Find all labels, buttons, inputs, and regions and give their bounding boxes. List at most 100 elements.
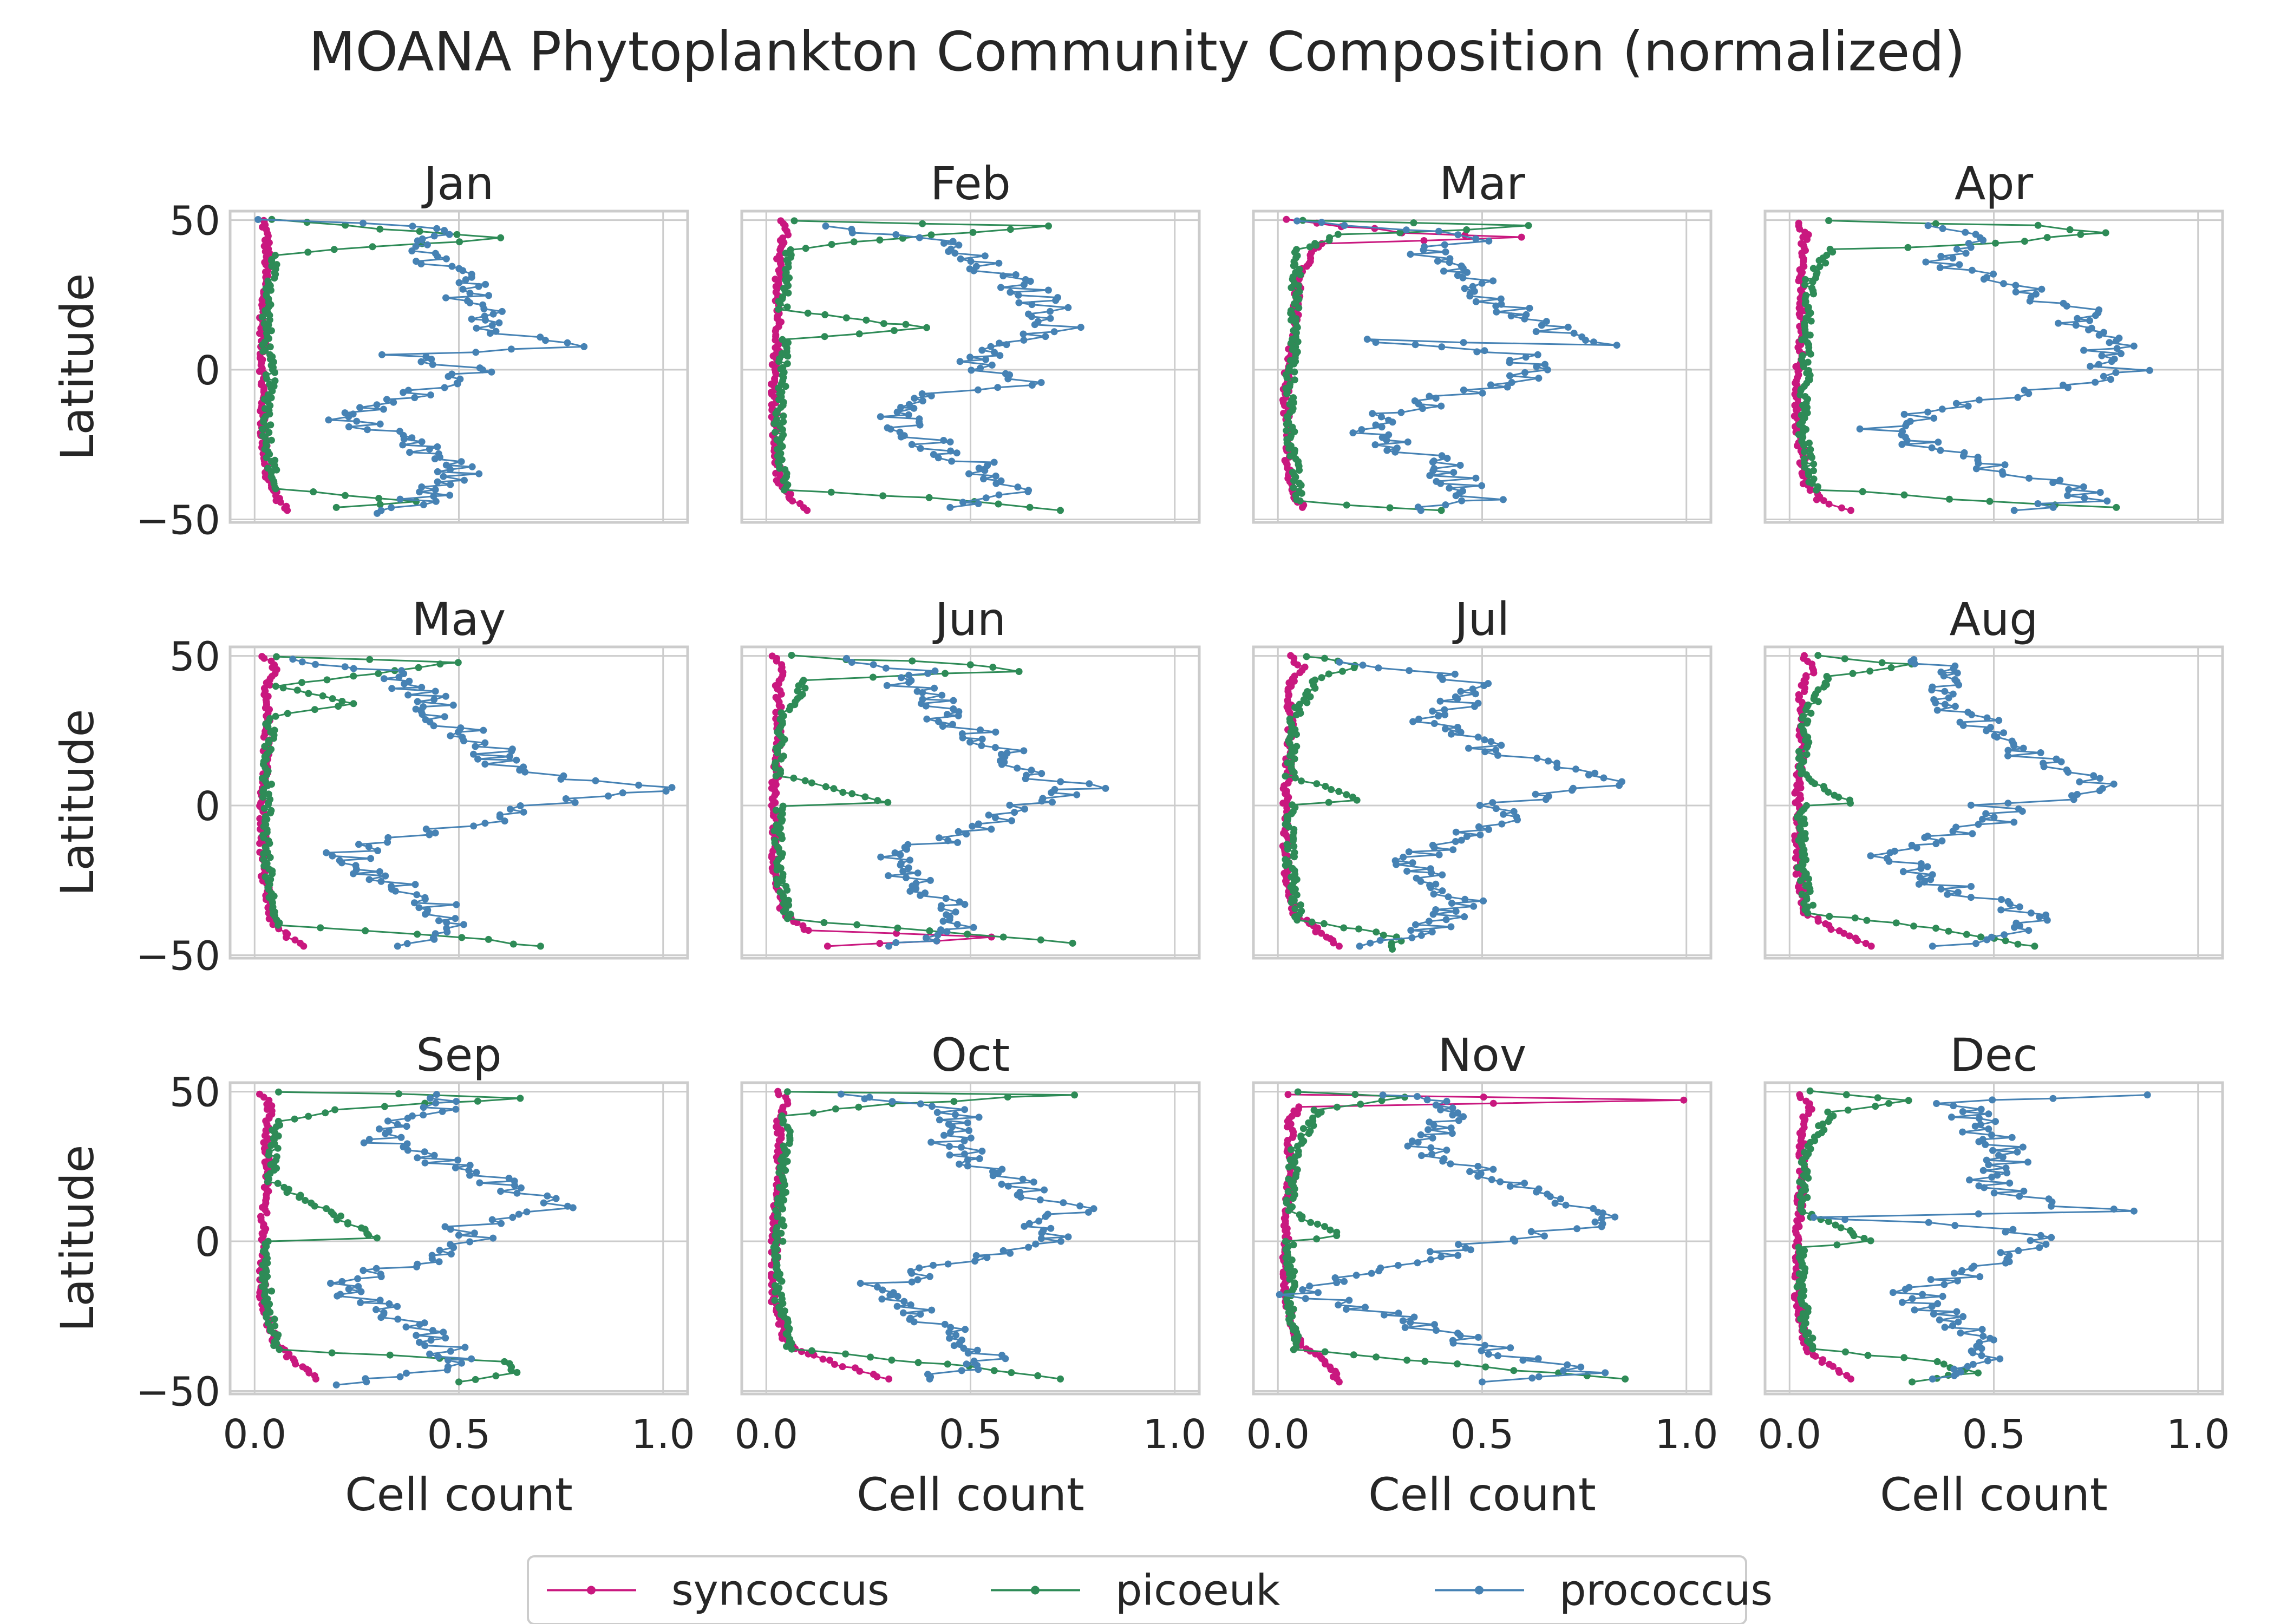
data-point bbox=[488, 1216, 496, 1223]
data-point bbox=[1298, 1215, 1305, 1222]
data-point bbox=[427, 1095, 434, 1102]
data-point bbox=[987, 343, 995, 350]
data-point bbox=[956, 898, 963, 906]
data-point bbox=[1972, 465, 1980, 473]
data-point bbox=[1407, 927, 1415, 934]
plot-area bbox=[1279, 652, 1625, 953]
data-point bbox=[1983, 714, 1991, 722]
data-point bbox=[1291, 755, 1298, 763]
data-point bbox=[1038, 1229, 1045, 1237]
data-point bbox=[771, 1296, 779, 1304]
data-point bbox=[882, 664, 890, 672]
data-point bbox=[1572, 765, 1579, 773]
data-point bbox=[804, 310, 812, 317]
data-point bbox=[1318, 674, 1325, 682]
data-point bbox=[1964, 402, 1972, 410]
data-point bbox=[1680, 1096, 1688, 1104]
x-tick-label: 0.0 bbox=[223, 1411, 286, 1458]
data-point bbox=[1420, 237, 1428, 244]
data-point bbox=[459, 285, 467, 293]
data-point bbox=[1293, 891, 1301, 899]
data-point bbox=[1958, 1267, 1966, 1274]
data-point bbox=[867, 1353, 874, 1361]
data-point bbox=[1494, 1352, 1501, 1359]
data-point bbox=[436, 660, 444, 668]
data-point bbox=[1859, 488, 1866, 495]
data-point bbox=[1295, 282, 1302, 290]
data-point bbox=[1847, 800, 1854, 807]
data-point bbox=[1291, 376, 1298, 384]
data-point bbox=[447, 1226, 454, 1233]
data-point bbox=[772, 709, 780, 716]
data-point bbox=[1591, 1218, 1599, 1226]
data-point bbox=[2130, 1207, 2138, 1215]
data-point bbox=[1810, 1214, 1818, 1221]
data-point bbox=[408, 247, 416, 254]
data-point bbox=[1435, 227, 1442, 235]
data-point bbox=[1339, 667, 1346, 675]
data-point bbox=[1371, 441, 1379, 449]
data-point bbox=[1369, 410, 1376, 417]
data-point bbox=[1372, 339, 1380, 346]
data-point bbox=[955, 712, 962, 719]
data-point bbox=[1459, 274, 1467, 281]
data-point bbox=[905, 411, 912, 418]
data-point bbox=[2092, 378, 2099, 386]
plot-area bbox=[1279, 215, 1620, 514]
data-point bbox=[1294, 1142, 1302, 1150]
data-point bbox=[1442, 248, 1449, 256]
data-point bbox=[955, 241, 963, 249]
data-point bbox=[1528, 1374, 1536, 1382]
data-point bbox=[1829, 248, 1837, 256]
data-point bbox=[1077, 324, 1084, 331]
data-point bbox=[1290, 262, 1297, 270]
data-point bbox=[1791, 789, 1799, 797]
data-point bbox=[454, 728, 462, 736]
data-point bbox=[917, 1311, 924, 1318]
data-point bbox=[1435, 851, 1443, 859]
data-point bbox=[279, 684, 287, 692]
data-point bbox=[267, 436, 275, 444]
data-point bbox=[1485, 237, 1493, 245]
data-point bbox=[969, 822, 976, 830]
data-point bbox=[2012, 281, 2020, 289]
data-point bbox=[794, 687, 801, 695]
data-point bbox=[1988, 1131, 1995, 1139]
data-point bbox=[1283, 420, 1290, 428]
data-point bbox=[1476, 802, 1484, 809]
data-point bbox=[1357, 1101, 1364, 1108]
data-point bbox=[996, 339, 1003, 347]
data-point bbox=[1454, 231, 1462, 239]
data-point bbox=[266, 343, 274, 351]
x-tick-label: 1.0 bbox=[2166, 1411, 2230, 1458]
data-point bbox=[305, 690, 312, 697]
data-point bbox=[1977, 1105, 1985, 1113]
data-point bbox=[919, 220, 926, 227]
data-point bbox=[1487, 738, 1495, 745]
data-point bbox=[775, 305, 782, 313]
data-point bbox=[778, 817, 786, 825]
data-point bbox=[772, 807, 780, 814]
data-point bbox=[1822, 259, 1829, 267]
data-point bbox=[1985, 1161, 1992, 1169]
data-point bbox=[927, 231, 935, 239]
data-point bbox=[1447, 923, 1455, 931]
data-point bbox=[472, 1376, 479, 1383]
data-point bbox=[319, 692, 326, 699]
data-point bbox=[879, 492, 887, 500]
data-point bbox=[1809, 1334, 1816, 1342]
data-point bbox=[842, 314, 850, 322]
data-point bbox=[300, 942, 308, 950]
data-point bbox=[1862, 940, 1870, 947]
panel-frame bbox=[740, 209, 1201, 524]
data-point bbox=[1941, 1324, 1949, 1331]
data-point bbox=[935, 454, 942, 462]
data-point bbox=[1443, 1147, 1450, 1154]
data-point bbox=[1803, 1348, 1811, 1355]
y-tick-label: 0 bbox=[195, 1219, 220, 1266]
data-point bbox=[1498, 742, 1505, 749]
data-point bbox=[1293, 711, 1301, 718]
data-point bbox=[264, 1178, 271, 1186]
data-point bbox=[1405, 848, 1413, 856]
data-point bbox=[1796, 225, 1803, 233]
